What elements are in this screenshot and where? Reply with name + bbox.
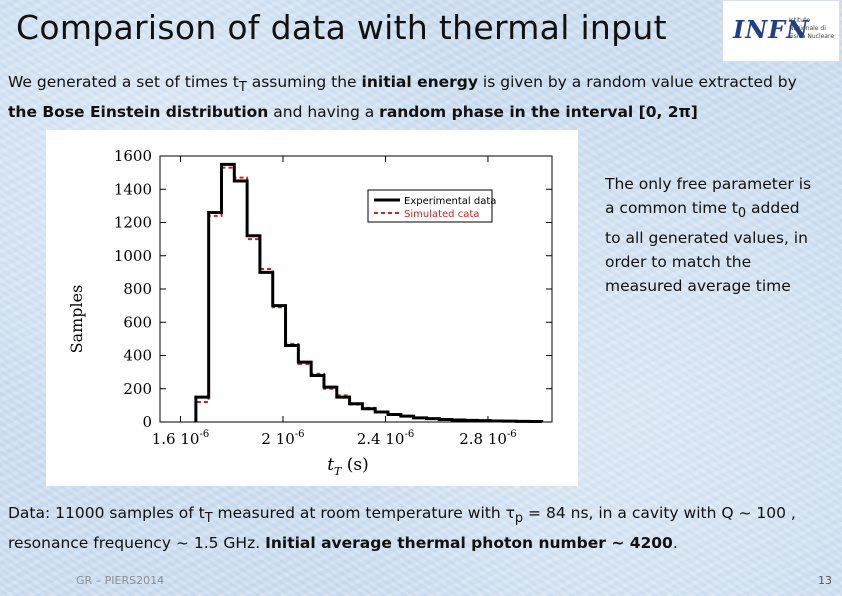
- series-experimental-line: [194, 162, 544, 424]
- y-tick-label: 0: [142, 413, 152, 431]
- x-axis-label: tT (s): [327, 455, 369, 478]
- y-tick-label: 600: [123, 313, 152, 331]
- y-tick-label: 1400: [114, 180, 152, 198]
- infn-logo: INFN Istituto Nazionale di Fisica Nuclea…: [722, 0, 840, 62]
- y-tick-label: 1000: [114, 247, 152, 265]
- y-tick-label: 1200: [114, 214, 152, 232]
- x-tick-label: 2.4 10-6: [357, 429, 414, 448]
- data-description: Data: 11000 samples of tT measured at ro…: [8, 504, 796, 553]
- y-tick-label: 400: [123, 347, 152, 365]
- y-tick-label: 800: [123, 280, 152, 298]
- histogram-chart: 0 200 400 600 800 1000 1200 1400 1600 1.6 10-6 2 1…: [46, 130, 578, 486]
- histogram-svg: 0 200 400 600 800 1000 1200 1400 1600 1.6 10-6 2 1…: [67, 147, 553, 478]
- x-tick-label: 2 10-6: [261, 429, 304, 448]
- legend-box: [367, 189, 493, 223]
- y-axis-label: Samples: [67, 285, 86, 354]
- legend-label: Simulated cata: [404, 209, 479, 220]
- x-tick-label: 1.6 10-6: [152, 429, 209, 448]
- slide-title: Comparison of data with thermal input: [16, 8, 667, 47]
- y-tick-label: 1600: [114, 147, 152, 165]
- logo-subtitle: Istituto Nazionale di Fisica Nucleare: [789, 17, 835, 40]
- footer-conference: GR – PIERS2014: [76, 574, 165, 587]
- logo-mark: INFN: [733, 15, 810, 44]
- y-tick-label: 200: [123, 380, 152, 398]
- x-tick-label: 2.8 10-6: [459, 429, 516, 448]
- side-note: The only free parameter is a common time…: [605, 175, 812, 296]
- intro-paragraph: We generated a set of times tT assuming …: [8, 73, 797, 122]
- legend-label: Experimental data: [404, 196, 496, 207]
- page-number: 13: [818, 574, 832, 587]
